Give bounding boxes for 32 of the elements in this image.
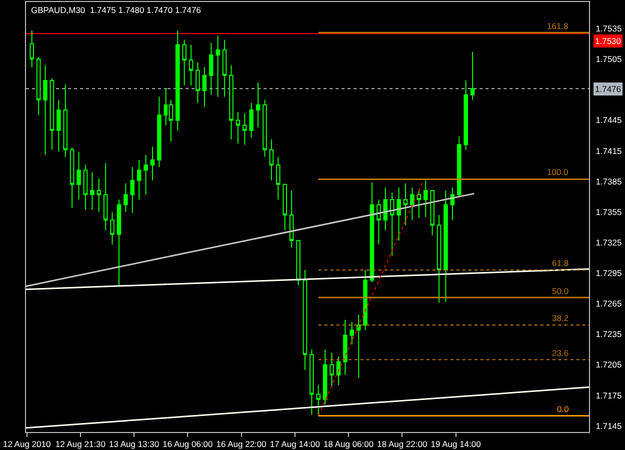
ref-line-label: 1.7476 <box>594 82 622 96</box>
y-tick-label: 1.7355 <box>596 206 622 217</box>
series-label: 161.8 <box>547 21 568 31</box>
x-tick-label: 17 Aug 14:00 <box>270 439 320 450</box>
series-label: 61.8 <box>552 258 569 268</box>
y-tick-label: 1.7535 <box>596 23 622 34</box>
x-tick-label: 18 Aug 06:00 <box>323 439 374 450</box>
x-tick-label: 16 Aug 22:00 <box>216 439 267 450</box>
series-label: 38.2 <box>552 313 569 323</box>
series-label: 100.0 <box>547 167 568 177</box>
y-tick-label: 1.7175 <box>596 390 622 400</box>
y-tick-label: 1.7385 <box>596 176 622 186</box>
x-tick-label: 16 Aug 06:00 <box>162 439 214 450</box>
x-tick-label: 19 Aug 14:00 <box>430 439 482 450</box>
y-tick-label: 1.7325 <box>596 237 622 248</box>
series-label: 0.0 <box>557 404 569 414</box>
series-label: 23.6 <box>552 348 569 358</box>
y-tick-label: 1.7445 <box>596 115 622 126</box>
x-tick-label: 18 Aug 22:00 <box>377 439 428 450</box>
y-tick-label: 1.7145 <box>596 420 622 431</box>
x-tick-label: 13 Aug 13:30 <box>109 439 160 450</box>
y-tick-label: 1.7265 <box>596 298 622 309</box>
y-tick-label: 1.7205 <box>596 360 622 370</box>
y-tick-label: 1.7295 <box>596 268 622 278</box>
y-tick-label: 1.7235 <box>596 329 622 340</box>
y-tick-label: 1.7415 <box>596 146 622 156</box>
ref-line-label: 1.7530 <box>594 34 622 48</box>
x-tick-label: 12 Aug 2010 <box>2 439 51 450</box>
series-label: 50.0 <box>552 286 569 296</box>
x-tick-label: 12 Aug 21:30 <box>55 439 106 450</box>
chart-title: GBPAUD,M30 1.7475 1.7480 1.7470 1.7476 <box>31 5 201 15</box>
y-tick-label: 1.7505 <box>596 54 622 64</box>
